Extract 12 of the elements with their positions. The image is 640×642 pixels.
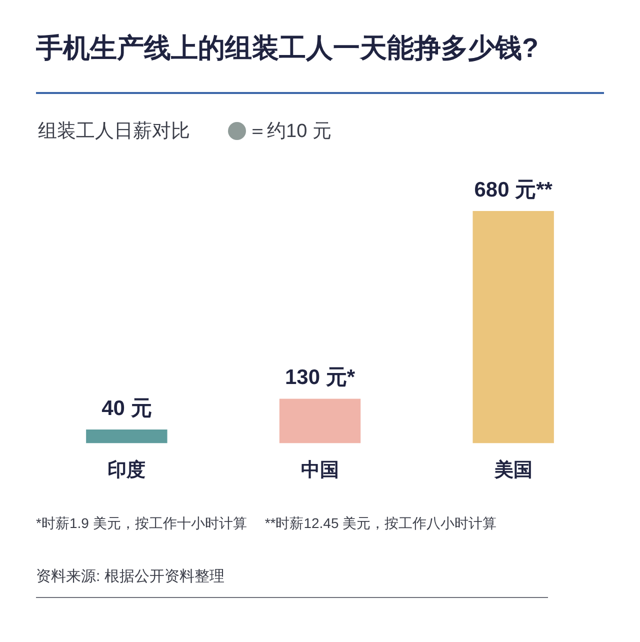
chart-subtitle: 组装工人日薪对比 <box>38 120 190 144</box>
x-tick-label: 印度 <box>108 458 146 481</box>
data-label: 680 元** <box>474 178 554 202</box>
data-label: 40 元 <box>102 396 152 420</box>
x-tick-label: 美国 <box>493 458 532 481</box>
text: ＝约10 元 <box>248 120 332 144</box>
chart-title: 手机生产线上的组装工人一天能挣多少钱? <box>36 32 538 65</box>
text: **时薪12.45 美元，按工作八小时计算 <box>264 515 497 531</box>
x-tick-label: 中国 <box>301 458 339 481</box>
text: *时薪1.9 美元，按工作十小时计算 <box>36 515 247 531</box>
data-label: 130 元* <box>284 366 356 390</box>
text: 资料来源: 根据公开资料整理 <box>36 567 224 586</box>
